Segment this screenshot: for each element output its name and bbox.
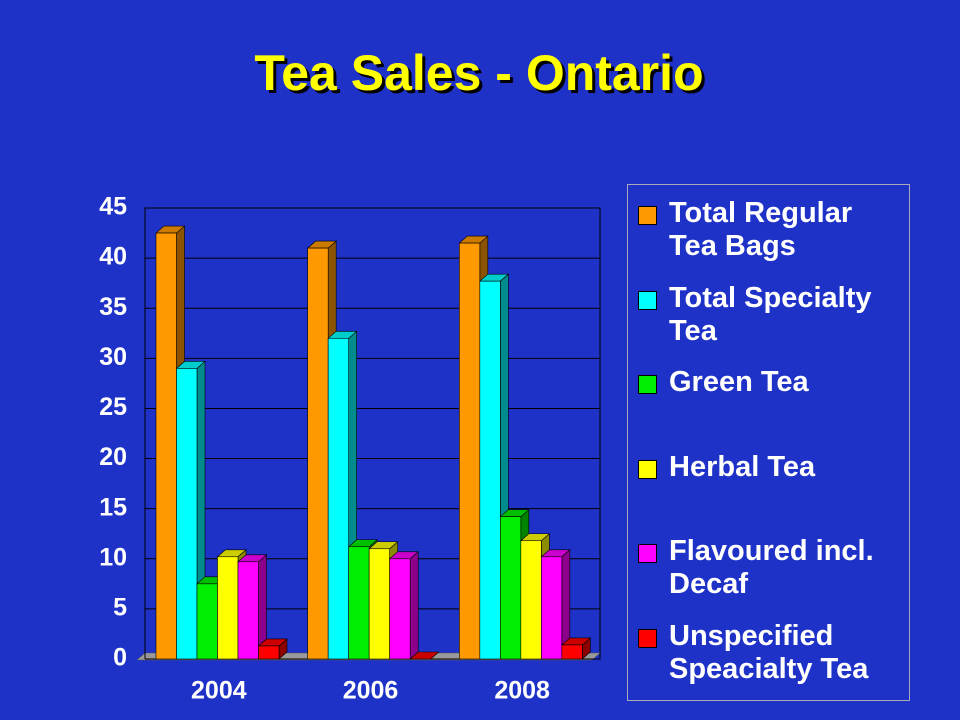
bar: [237, 561, 259, 660]
y-tick-label: 30: [99, 343, 127, 371]
chart-title: Tea Sales - Ontario: [254, 45, 703, 101]
x-tick-label: 2008: [494, 677, 550, 705]
bar: [479, 280, 501, 660]
bar: [459, 242, 481, 660]
legend-item: Flavoured incl. Decaf: [638, 535, 901, 620]
bar: [368, 548, 390, 660]
legend-item: Unspecified Speacialty Tea: [638, 620, 901, 705]
bar: [541, 556, 563, 660]
legend-label: Herbal Tea: [669, 450, 816, 483]
legend-label: Flavoured incl. Decaf: [669, 535, 874, 600]
legend-swatch: [638, 459, 657, 479]
y-tick-label: 10: [99, 543, 127, 571]
bar: [327, 337, 349, 660]
bar: [389, 558, 411, 660]
bar: [307, 247, 329, 660]
legend-label: Total Regular Tea Bags: [669, 197, 853, 262]
y-tick-label: 25: [99, 393, 127, 421]
y-tick-label: 40: [99, 243, 127, 271]
legend-item: Total Regular Tea Bags: [638, 197, 901, 282]
legend-label: Unspecified Speacialty Tea: [669, 619, 869, 685]
legend-swatch: [638, 544, 657, 563]
y-tick-label: 35: [99, 293, 127, 321]
legend-swatch: [638, 628, 657, 648]
legend-item: Green Tea: [638, 366, 901, 451]
legend-swatch: [638, 375, 657, 394]
legend-swatch: [638, 206, 657, 225]
y-tick-label: 45: [99, 193, 127, 221]
legend-item: Total Specialty Tea: [638, 282, 901, 367]
bar: [155, 232, 177, 660]
bar: [520, 540, 542, 660]
bar: [196, 583, 218, 660]
bar: [348, 546, 370, 660]
bar-top: [409, 651, 440, 660]
legend-swatch: [638, 290, 657, 310]
bar: [176, 368, 198, 660]
chart-title-shadow: Tea Sales - Ontario: [257, 48, 706, 104]
y-tick-label: 20: [99, 443, 127, 471]
bar: [258, 645, 280, 660]
y-tick-label: 5: [113, 593, 127, 621]
legend-label: Total Specialty Tea: [669, 281, 872, 347]
y-tick-label: 15: [99, 493, 127, 521]
legend-label: Green Tea: [669, 366, 809, 398]
bar-side: [409, 551, 419, 660]
x-tick-label: 2004: [191, 677, 247, 705]
y-tick-label: 0: [113, 644, 127, 672]
bar: [561, 644, 583, 660]
legend: Total Regular Tea Bags Total Specialty Te…: [627, 184, 910, 701]
legend-item: Herbal Tea: [638, 451, 901, 536]
x-tick-label: 2006: [343, 677, 399, 705]
bar: [217, 556, 239, 660]
bar: [500, 516, 522, 660]
